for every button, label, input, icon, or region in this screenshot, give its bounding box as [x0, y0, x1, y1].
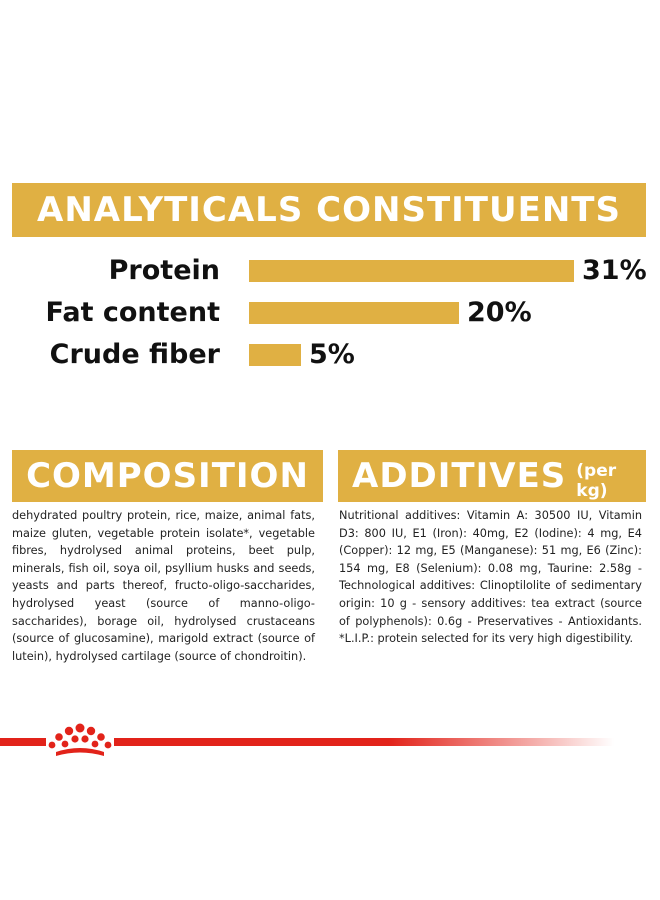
stat-row-fat-content: Fat content 20% — [0, 293, 660, 333]
composition-title: COMPOSITION — [26, 456, 309, 496]
stat-label: Protein — [108, 255, 220, 286]
stat-bar — [249, 302, 459, 324]
additives-title-suffix: (per kg) — [576, 461, 617, 501]
stat-value: 5% — [309, 339, 355, 370]
stat-row-protein: Protein 31% — [0, 251, 660, 291]
stat-label: Crude fiber — [49, 339, 220, 370]
analytics-title: ANALYTICALS CONSTITUENTS — [37, 190, 621, 230]
stat-label: Fat content — [45, 297, 220, 328]
stat-bar — [249, 260, 574, 282]
stat-value: 31% — [582, 255, 647, 286]
additives-title-banner: ADDITIVES (per kg) — [338, 450, 646, 502]
stat-bar — [249, 344, 301, 366]
royal-canin-crown-icon — [48, 723, 112, 756]
composition-text: dehydrated poultry protein, rice, maize,… — [12, 509, 315, 663]
stat-value: 20% — [467, 297, 532, 328]
stat-row-crude-fiber: Crude fiber 5% — [0, 335, 660, 375]
footer-red-line-right — [114, 738, 614, 746]
composition-title-banner: COMPOSITION — [12, 450, 323, 502]
analytics-title-banner: ANALYTICALS CONSTITUENTS — [12, 183, 646, 237]
additives-title: ADDITIVES — [352, 456, 567, 496]
footer-red-line-left — [0, 738, 46, 746]
additives-text: Nutritional additives: Vitamin A: 30500 … — [339, 509, 642, 646]
